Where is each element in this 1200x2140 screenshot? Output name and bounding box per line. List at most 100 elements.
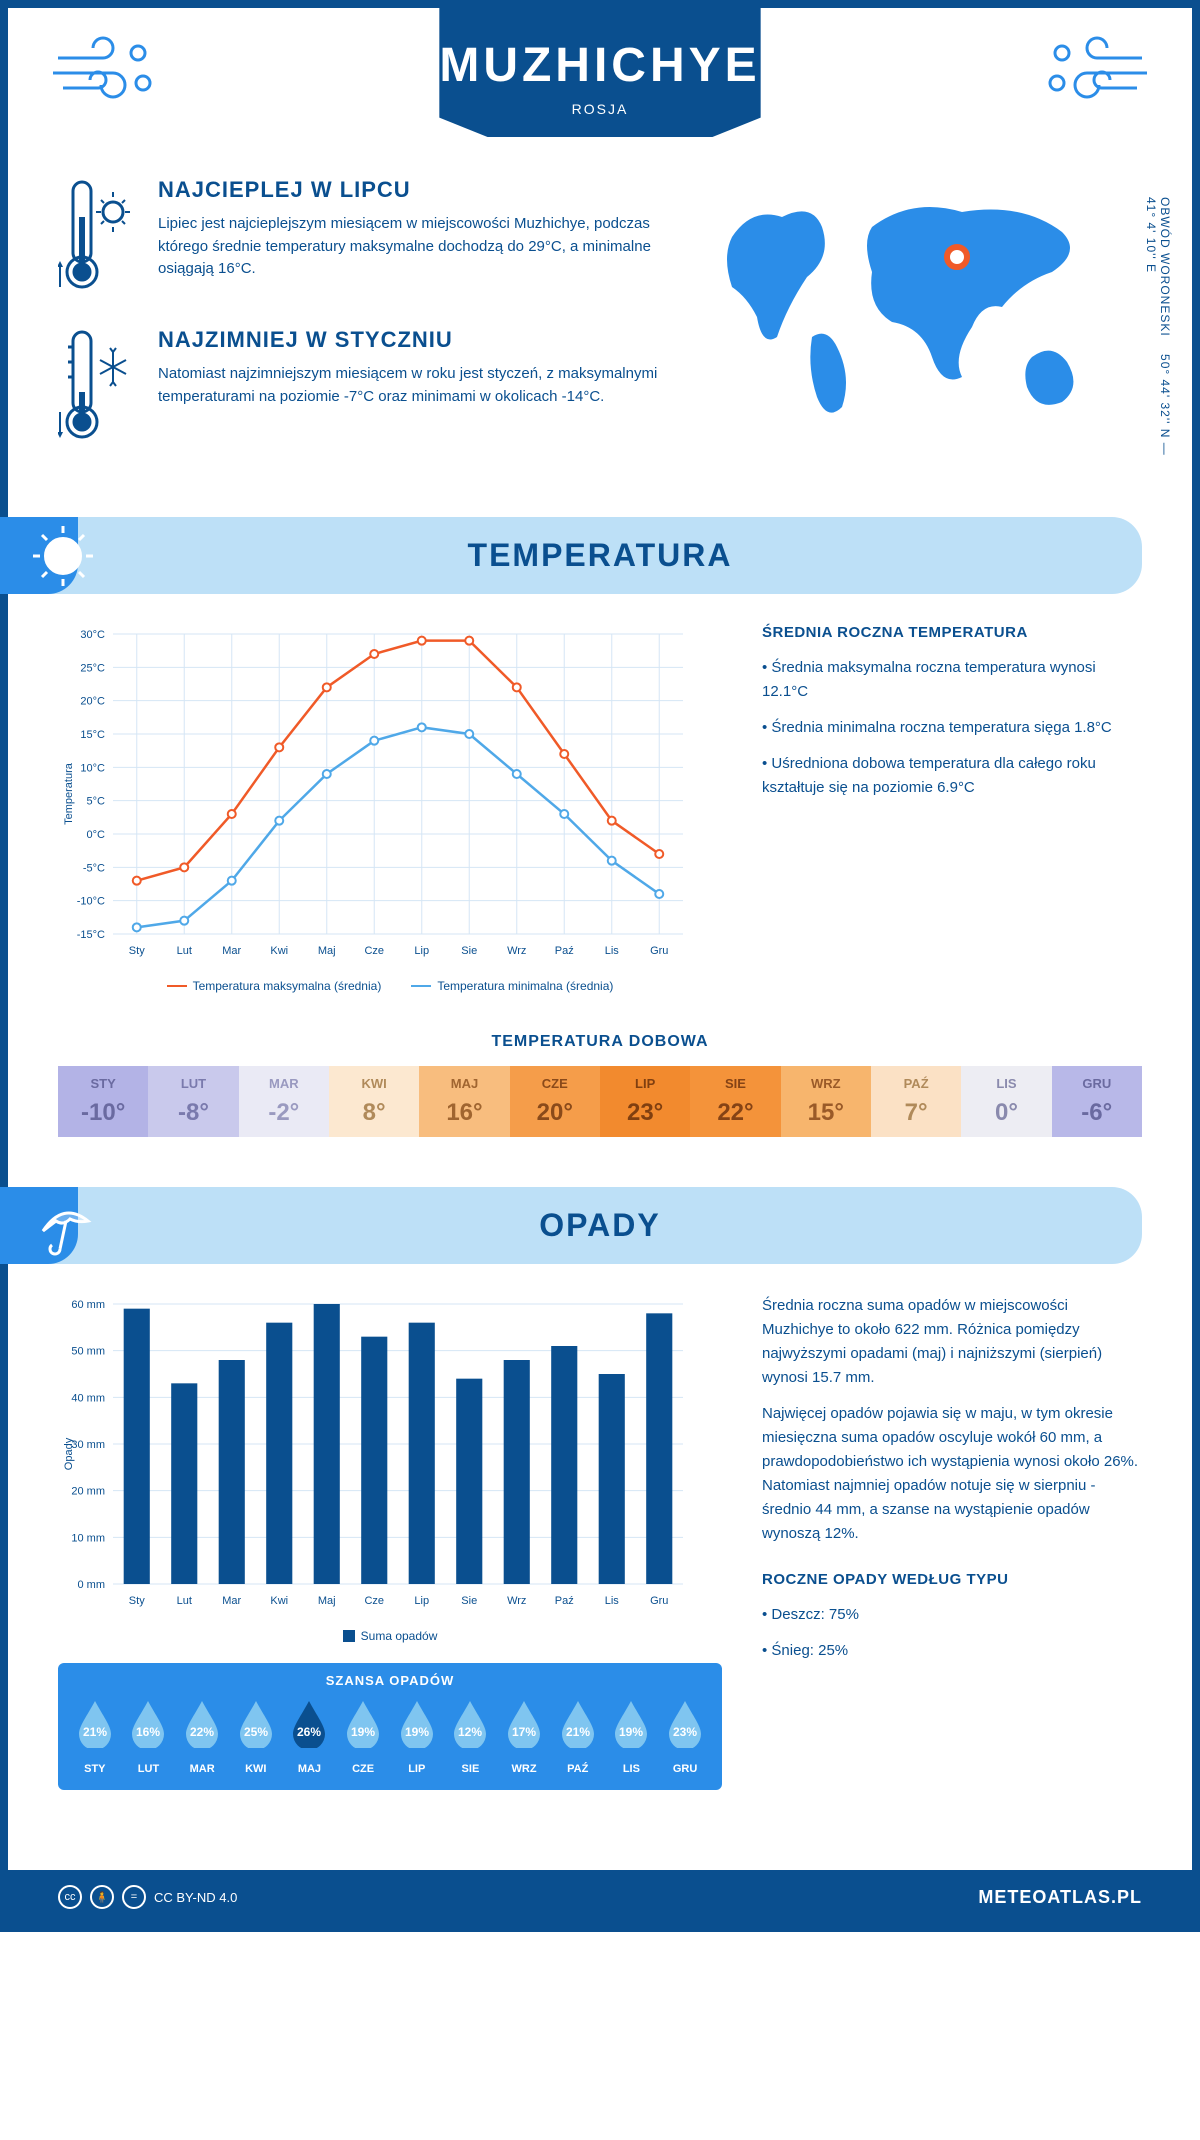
location-title: MUZHICHYE [439,38,760,93]
svg-text:Paź: Paź [555,1595,574,1607]
precip-info: Średnia roczna suma opadów w miejscowośc… [762,1294,1142,1790]
svg-text:23%: 23% [673,1725,697,1739]
svg-text:17%: 17% [512,1725,536,1739]
temp-chart-row: -15°C-10°C-5°C0°C5°C10°C15°C20°C25°C30°C… [58,624,1142,993]
thermometer-cold-icon [58,327,138,447]
svg-text:Maj: Maj [318,945,336,957]
drop-item: 12% SIE [450,1698,490,1775]
svg-text:Lis: Lis [605,945,620,957]
fact-cold-text: Natomiast najzimniejszym miesiącem w rok… [158,363,662,408]
fact-hot-text: Lipiec jest najcieplejszym miesiącem w m… [158,213,662,281]
svg-text:Wrz: Wrz [507,945,526,957]
svg-text:Sty: Sty [129,1595,145,1607]
world-map-icon [702,177,1122,437]
svg-text:Gru: Gru [650,945,668,957]
svg-text:10°C: 10°C [80,762,105,774]
temp-cell: MAR-2° [239,1066,329,1137]
nd-icon: = [122,1885,146,1909]
svg-text:50 mm: 50 mm [71,1346,105,1358]
map-column: OBWÓD WORONESKI 50° 44' 32'' N — 41° 4' … [702,177,1142,477]
precip-info-p1: Średnia roczna suma opadów w miejscowośc… [762,1294,1142,1390]
drop-item: 23% GRU [665,1698,705,1775]
temp-section-banner: TEMPERATURA [8,517,1142,594]
temp-cell: MAJ16° [419,1066,509,1137]
drop-item: 17% WRZ [504,1698,544,1775]
precip-section-banner: OPADY [8,1187,1142,1264]
precip-chart-row: 0 mm10 mm20 mm30 mm40 mm50 mm60 mmOpadyS… [58,1294,1142,1790]
temp-cell: STY-10° [58,1066,148,1137]
header-row: MUZHICHYE ROSJA [8,8,1192,137]
temp-info: ŚREDNIA ROCZNA TEMPERATURA Średnia maksy… [762,624,1142,993]
svg-text:Sty: Sty [129,945,145,957]
svg-text:10 mm: 10 mm [71,1532,105,1544]
svg-text:Lis: Lis [605,1595,620,1607]
fact-hot: NAJCIEPLEJ W LIPCU Lipiec jest najcieple… [58,177,662,297]
drop-item: 26% MAJ [289,1698,329,1775]
svg-text:Opady: Opady [63,1437,75,1470]
svg-text:Gru: Gru [650,1595,668,1607]
drop-item: 22% MAR [182,1698,222,1775]
wind-icon-right [1042,33,1152,113]
svg-text:0 mm: 0 mm [78,1579,106,1591]
temp-cell: LIP23° [600,1066,690,1137]
facts-column: NAJCIEPLEJ W LIPCU Lipiec jest najcieple… [58,177,662,477]
svg-text:19%: 19% [351,1725,375,1739]
location-country: ROSJA [439,101,760,117]
svg-text:20°C: 20°C [80,696,105,708]
drop-item: 19% LIS [611,1698,651,1775]
temp-cell: LIS0° [961,1066,1051,1137]
by-icon: 🧍 [90,1885,114,1909]
temp-cell: GRU-6° [1052,1066,1142,1137]
svg-text:19%: 19% [619,1725,643,1739]
temp-cell: CZE20° [510,1066,600,1137]
svg-text:30°C: 30°C [80,629,105,641]
drop-item: 21% PAŹ [558,1698,598,1775]
top-row: NAJCIEPLEJ W LIPCU Lipiec jest najcieple… [58,177,1142,477]
svg-text:0°C: 0°C [87,829,106,841]
svg-text:Mar: Mar [222,1595,241,1607]
svg-text:Kwi: Kwi [270,1595,288,1607]
drop-item: 25% KWI [236,1698,276,1775]
drop-item: 21% STY [75,1698,115,1775]
svg-text:Kwi: Kwi [270,945,288,957]
svg-text:16%: 16% [136,1725,160,1739]
temp-section-title: TEMPERATURA [58,537,1142,574]
precip-type-title: ROCZNE OPADY WEDŁUG TYPU [762,1571,1142,1588]
temp-cell: WRZ15° [781,1066,871,1137]
svg-text:Lip: Lip [414,945,429,957]
svg-text:Temperatura: Temperatura [63,762,75,825]
license-text: CC BY-ND 4.0 [154,1890,237,1905]
temp-info-title: ŚREDNIA ROCZNA TEMPERATURA [762,624,1142,641]
precip-section-title: OPADY [58,1207,1142,1244]
svg-text:25°C: 25°C [80,662,105,674]
wind-icon-left [48,33,158,113]
svg-text:26%: 26% [297,1725,321,1739]
temp-cell: PAŹ7° [871,1066,961,1137]
svg-text:Lut: Lut [177,1595,192,1607]
temp-chart: -15°C-10°C-5°C0°C5°C10°C15°C20°C25°C30°C… [58,624,722,993]
thermometer-hot-icon [58,177,138,297]
daily-temp-title: TEMPERATURA DOBOWA [58,1033,1142,1051]
temp-bullet: Uśredniona dobowa temperatura dla całego… [762,752,1142,800]
daily-temp-table: STY-10°LUT-8°MAR-2°KWI8°MAJ16°CZE20°LIP2… [58,1066,1142,1137]
svg-text:Sie: Sie [461,945,477,957]
svg-text:Cze: Cze [364,1595,384,1607]
svg-text:25%: 25% [244,1725,268,1739]
svg-text:22%: 22% [190,1725,214,1739]
svg-text:21%: 21% [83,1725,107,1739]
precip-legend: Suma opadów [58,1629,722,1643]
svg-text:19%: 19% [405,1725,429,1739]
header-banner: MUZHICHYE ROSJA [439,8,760,137]
license-block: cc 🧍 = CC BY-ND 4.0 [58,1885,237,1909]
temp-legend: Temperatura maksymalna (średnia) Tempera… [58,979,722,993]
fact-cold-title: NAJZIMNIEJ W STYCZNIU [158,327,662,353]
svg-text:12%: 12% [458,1725,482,1739]
precip-type-rain: Deszcz: 75% [762,1603,1142,1627]
temp-cell: LUT-8° [148,1066,238,1137]
precip-chart: 0 mm10 mm20 mm30 mm40 mm50 mm60 mmOpadyS… [58,1294,722,1790]
svg-text:15°C: 15°C [80,729,105,741]
page-container: MUZHICHYE ROSJA [0,0,1200,1932]
precip-chance-panel: SZANSA OPADÓW 21% STY 16% LUT 22% MAR 25… [58,1663,722,1790]
svg-text:-15°C: -15°C [77,929,105,941]
svg-text:30 mm: 30 mm [71,1439,105,1451]
